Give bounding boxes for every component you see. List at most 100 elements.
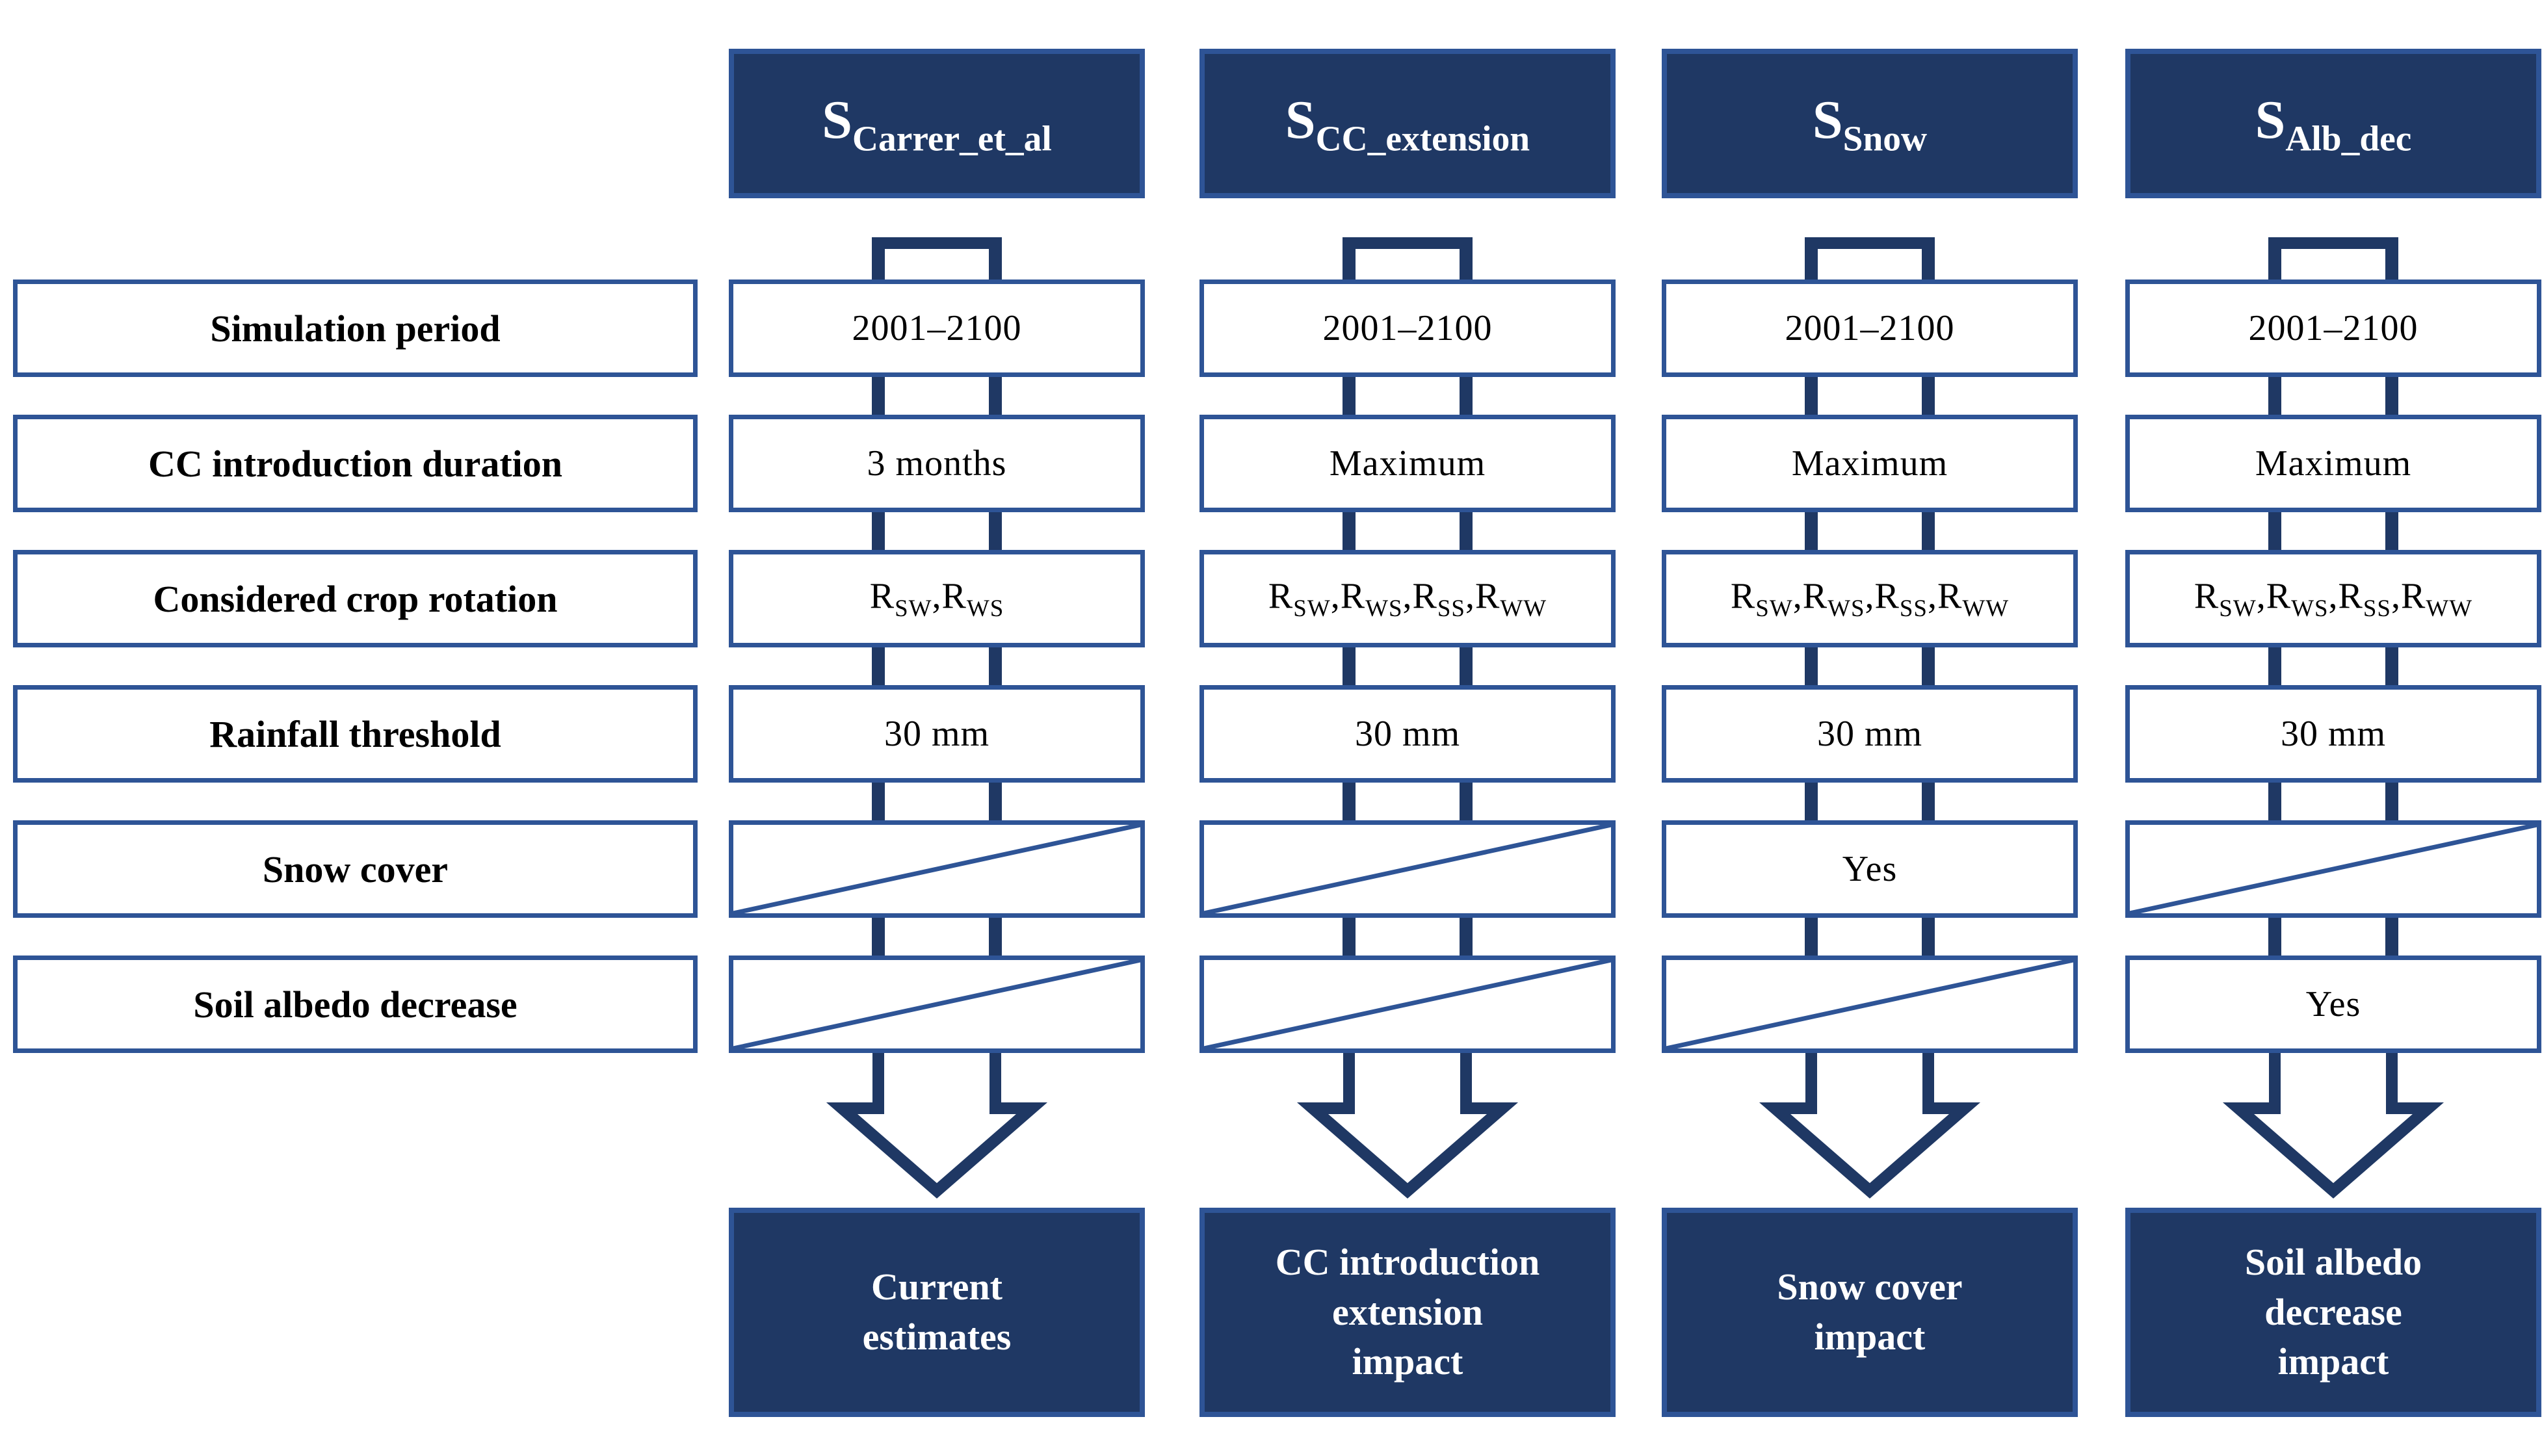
value-cell: [1199, 956, 1616, 1053]
scenario-header: SCarrer_et_al: [729, 49, 1145, 198]
value-text: 30 mm: [1354, 714, 1461, 754]
scenario-column-snow: SSnow 2001–2100 Maximum RSW,RWS,RSS,RWW …: [1662, 0, 2078, 1456]
connector-leg: [1922, 918, 1935, 956]
scenario-title: SSnow: [1812, 89, 1928, 159]
connector-leg: [989, 783, 1002, 820]
connector-leg: [1922, 377, 1935, 415]
connector-leg: [1805, 647, 1818, 685]
value-text: Maximum: [1791, 443, 1948, 484]
connector-leg: [872, 512, 885, 550]
connector-leg: [1343, 918, 1356, 956]
connector-leg: [1460, 918, 1473, 956]
na-slash-icon: [1204, 825, 1611, 913]
connector-bracket: [2268, 237, 2398, 280]
value-cell: 2001–2100: [1199, 280, 1616, 377]
value-text: Yes: [2305, 984, 2361, 1024]
connector-leg: [1343, 783, 1356, 820]
outcome-box: Current estimates: [729, 1208, 1145, 1417]
value-cell: [1199, 820, 1616, 918]
value-cell: 2001–2100: [1662, 280, 2078, 377]
value-text: Yes: [1842, 849, 1898, 889]
parameter-label-snow-cover: Snow cover: [13, 820, 698, 918]
connector-leg: [872, 377, 885, 415]
value-cell: [1662, 956, 2078, 1053]
connector-leg: [2268, 647, 2281, 685]
connector-leg: [2268, 377, 2281, 415]
na-slash-icon: [1204, 960, 1611, 1048]
connector-leg: [989, 512, 1002, 550]
connector-leg: [1460, 783, 1473, 820]
na-slash-icon: [2130, 825, 2537, 913]
down-arrow-icon: [2222, 1053, 2444, 1199]
connector-leg: [2268, 783, 2281, 820]
value-cell: 2001–2100: [729, 280, 1145, 377]
value-cell: Yes: [1662, 820, 2078, 918]
parameter-label-rainfall-threshold: Rainfall threshold: [13, 685, 698, 783]
value-cell: [2125, 820, 2541, 918]
connector-leg: [1922, 512, 1935, 550]
scenario-header: SSnow: [1662, 49, 2078, 198]
value-cell: RSW,RWS: [729, 550, 1145, 647]
connector-leg: [1922, 783, 1935, 820]
down-arrow-icon: [1759, 1053, 1981, 1199]
value-text: 30 mm: [2280, 714, 2387, 754]
outcome-box: Soil albedo decrease impact: [2125, 1208, 2541, 1417]
value-cell: [729, 956, 1145, 1053]
connector-bracket: [1805, 237, 1935, 280]
value-cell: [729, 820, 1145, 918]
connector-leg: [1343, 377, 1356, 415]
connector-leg: [989, 647, 1002, 685]
connector-leg: [1460, 377, 1473, 415]
connector-leg: [1805, 783, 1818, 820]
outcome-box: CC introduction extension impact: [1199, 1208, 1616, 1417]
scenario-column-alb-dec: SAlb_dec 2001–2100 Maximum RSW,RWS,RSS,R…: [2125, 0, 2541, 1456]
connector-leg: [1343, 647, 1356, 685]
connector-leg: [1343, 512, 1356, 550]
value-text: RSW,RWS: [869, 576, 1004, 621]
value-text: RSW,RWS,RSS,RWW: [2194, 576, 2473, 621]
value-cell: 30 mm: [729, 685, 1145, 783]
parameter-label-cc-introduction-duration: CC introduction duration: [13, 415, 698, 512]
parameter-label-simulation-period: Simulation period: [13, 280, 698, 377]
scenario-header: SCC_extension: [1199, 49, 1616, 198]
connector-leg: [2385, 918, 2398, 956]
value-cell: Maximum: [1662, 415, 2078, 512]
connector-leg: [2385, 647, 2398, 685]
scenario-column-cc-extension: SCC_extension 2001–2100 Maximum RSW,RWS,…: [1199, 0, 1616, 1456]
parameter-label-considered-crop-rotation: Considered crop rotation: [13, 550, 698, 647]
value-text: 2001–2100: [852, 308, 1022, 348]
value-text: RSW,RWS,RSS,RWW: [1730, 576, 2010, 621]
value-cell: RSW,RWS,RSS,RWW: [1662, 550, 2078, 647]
connector-leg: [2268, 918, 2281, 956]
value-text: 2001–2100: [1785, 308, 1955, 348]
connector-leg: [1805, 377, 1818, 415]
connector-leg: [2385, 783, 2398, 820]
value-cell: RSW,RWS,RSS,RWW: [1199, 550, 1616, 647]
connector-leg: [1460, 512, 1473, 550]
value-cell: Maximum: [2125, 415, 2541, 512]
value-text: 3 months: [867, 443, 1007, 484]
scenario-column-carrer-et-al: SCarrer_et_al 2001–2100 3 months RSW,RWS…: [729, 0, 1145, 1456]
value-text: 2001–2100: [1322, 308, 1493, 348]
connector-bracket: [1343, 237, 1473, 280]
value-cell: 2001–2100: [2125, 280, 2541, 377]
value-cell: 3 months: [729, 415, 1145, 512]
connector-leg: [872, 783, 885, 820]
outcome-box: Snow cover impact: [1662, 1208, 2078, 1417]
value-cell: 30 mm: [2125, 685, 2541, 783]
value-cell: RSW,RWS,RSS,RWW: [2125, 550, 2541, 647]
value-text: Maximum: [1329, 443, 1486, 484]
connector-leg: [872, 918, 885, 956]
value-cell: 30 mm: [1199, 685, 1616, 783]
na-slash-icon: [733, 960, 1140, 1048]
value-text: Maximum: [2255, 443, 2412, 484]
value-cell: Yes: [2125, 956, 2541, 1053]
connector-leg: [989, 918, 1002, 956]
connector-leg: [872, 647, 885, 685]
na-slash-icon: [1666, 960, 2073, 1048]
value-text: RSW,RWS,RSS,RWW: [1268, 576, 1547, 621]
down-arrow-icon: [826, 1053, 1048, 1199]
connector-leg: [1922, 647, 1935, 685]
value-text: 30 mm: [1816, 714, 1923, 754]
